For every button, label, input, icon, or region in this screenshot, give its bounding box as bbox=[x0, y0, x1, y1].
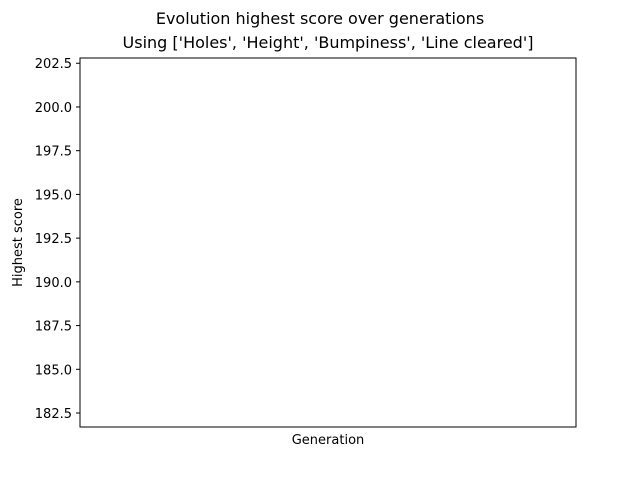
y-tick-label: 192.5 bbox=[35, 232, 72, 247]
y-tick-label: 187.5 bbox=[35, 320, 72, 335]
chart-subtitle: Using ['Holes', 'Height', 'Bumpiness', '… bbox=[123, 33, 534, 52]
y-axis: 182.5 185.0 187.5 190.0 192.5 195.0 197.5 200.0… bbox=[35, 57, 80, 422]
y-tick-label: 197.5 bbox=[35, 145, 72, 160]
chart-title: Evolution highest score over generations bbox=[156, 9, 484, 28]
y-tick-label: 195.0 bbox=[35, 188, 72, 203]
y-tick-label: 202.5 bbox=[35, 57, 72, 72]
y-axis-label: Highest score bbox=[11, 198, 26, 287]
plot-area bbox=[79, 57, 577, 428]
y-tick-label: 200.0 bbox=[35, 101, 72, 116]
y-tick-label: 182.5 bbox=[35, 407, 72, 422]
y-tick-label: 190.0 bbox=[35, 276, 72, 291]
y-tick-label: 185.0 bbox=[35, 363, 72, 378]
x-axis-label: Generation bbox=[292, 433, 365, 448]
